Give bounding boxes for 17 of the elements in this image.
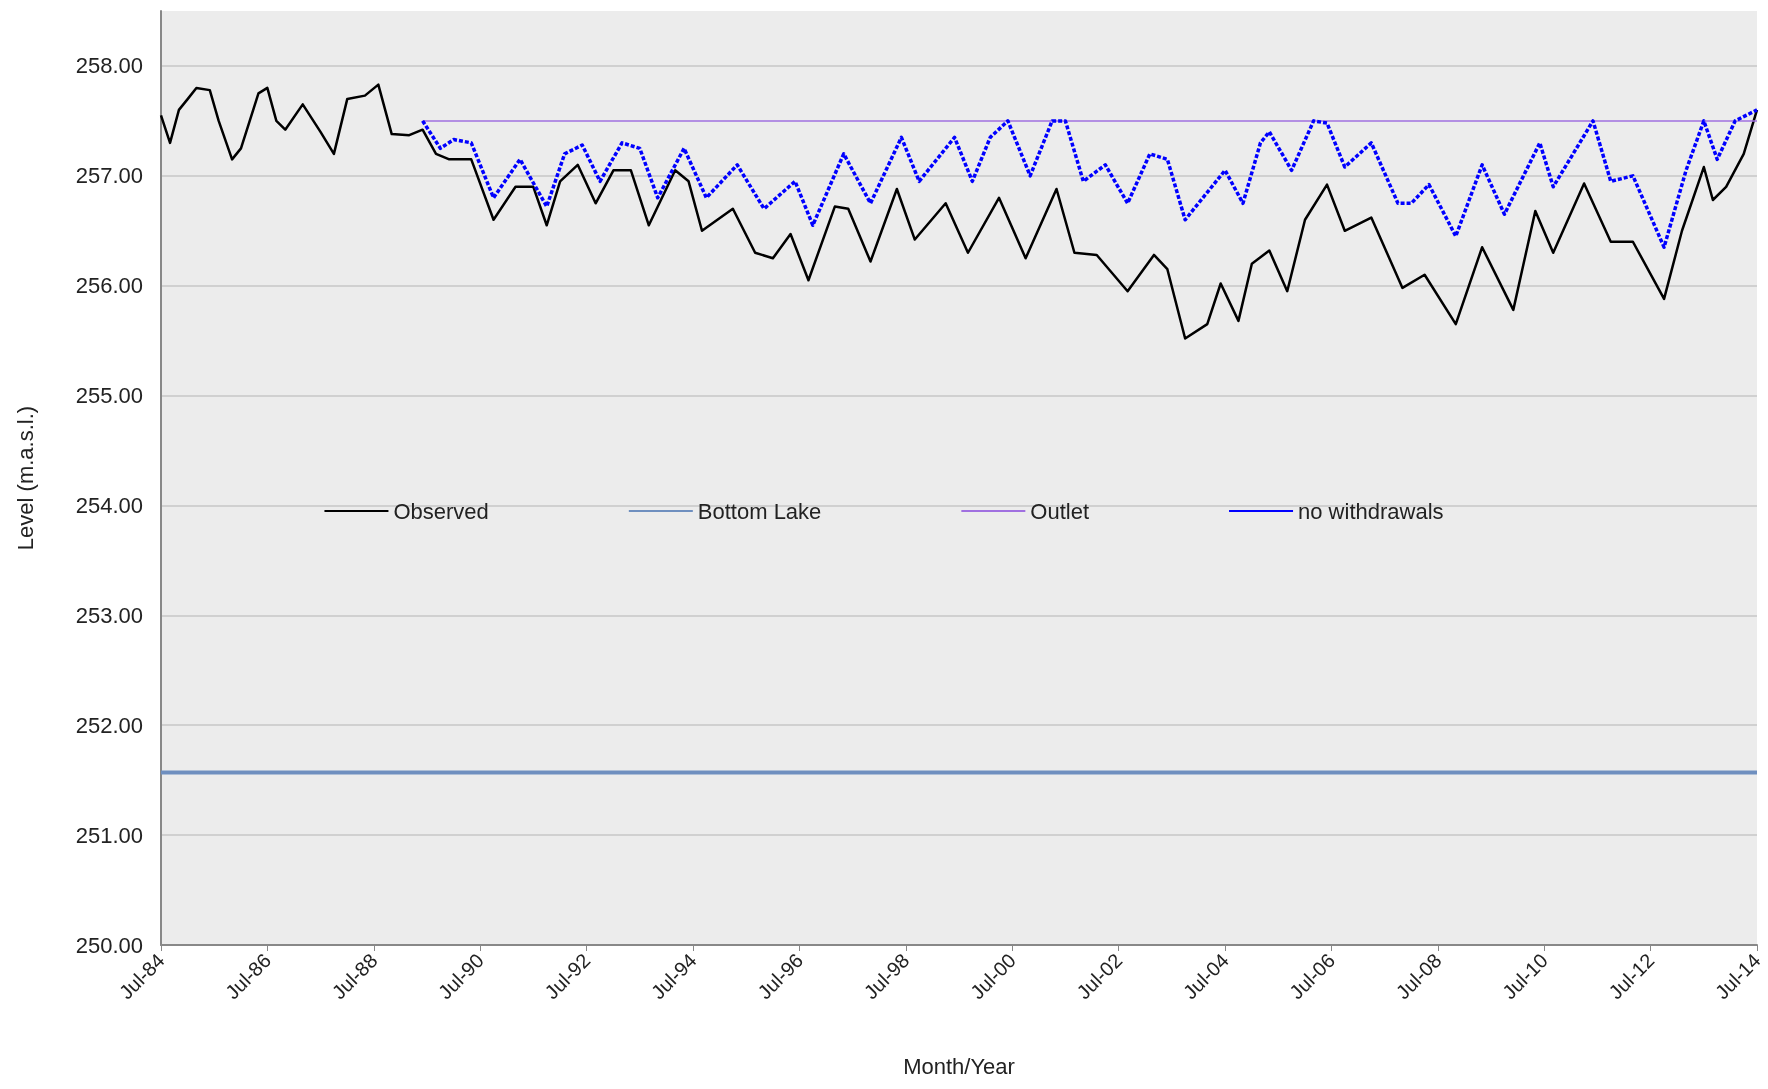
legend-label: Bottom Lake <box>697 498 822 524</box>
line-series <box>420 108 1759 249</box>
y-axis-title: Level (m.a.s.l.) <box>12 405 38 551</box>
line-series <box>159 83 1759 340</box>
y-tick-label: 257.00 <box>75 163 143 189</box>
x-axis-title: Month/Year <box>903 1053 1015 1079</box>
y-tick-label: 250.00 <box>75 932 143 958</box>
y-tick-label: 258.00 <box>75 53 143 79</box>
y-tick-label: 253.00 <box>75 602 143 628</box>
y-tick-label: 252.00 <box>75 712 143 738</box>
y-tick-label: 251.00 <box>75 822 143 848</box>
legend-label: no withdrawals <box>1298 498 1444 524</box>
y-tick-label: 256.00 <box>75 273 143 299</box>
legend-label: Outlet <box>1030 498 1090 524</box>
legend-label: Observed <box>393 498 489 524</box>
y-tick-label: 254.00 <box>75 492 143 518</box>
y-tick-label: 255.00 <box>75 383 143 409</box>
